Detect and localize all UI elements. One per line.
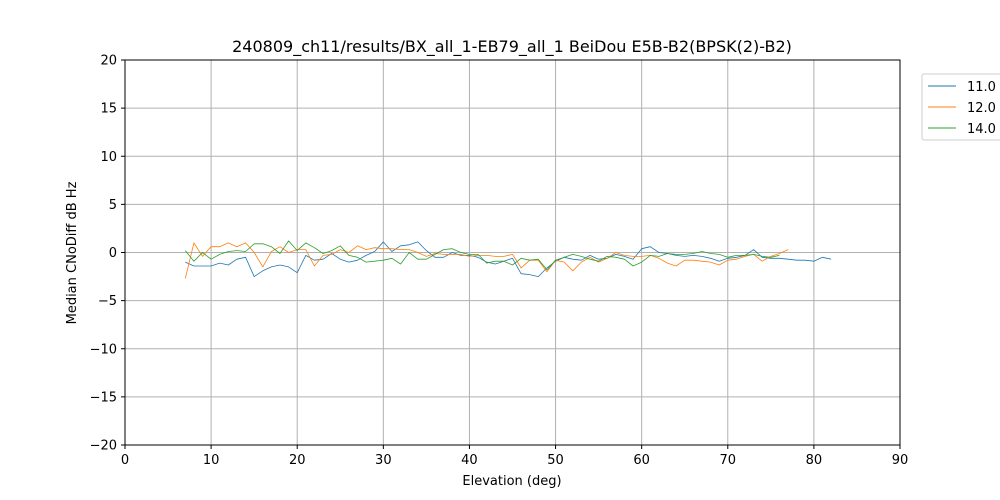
series-line-14.0	[184, 240, 780, 271]
x-tick-label: 20	[289, 453, 306, 468]
legend-label: 12.0	[967, 101, 996, 116]
x-tick-label: 70	[720, 453, 737, 468]
y-tick-label: 15	[100, 102, 117, 117]
x-axis-label: Elevation (deg)	[462, 474, 561, 489]
series-lines	[184, 240, 832, 279]
y-tick-label: 20	[100, 54, 117, 69]
y-tick-label: 5	[109, 198, 117, 213]
series-line-11.0	[185, 241, 832, 278]
x-tick-label: 90	[892, 453, 909, 468]
axis-ticks: 0 10 20 30 40 50 60 70 80 90 −20 −15 −10 −5 0 5 10 15 20	[90, 54, 909, 469]
x-tick-label: 50	[547, 453, 564, 468]
y-tick-label: −10	[90, 342, 117, 357]
x-tick-label: 40	[461, 453, 478, 468]
y-tick-label: 0	[109, 246, 117, 261]
series-line-12.0	[184, 242, 789, 279]
chart-title: 240809_ch11/results/BX_all_1-EB79_all_1 …	[232, 37, 792, 57]
x-tick-label: 30	[375, 453, 392, 468]
y-tick-label: −5	[98, 294, 117, 309]
x-tick-label: 0	[121, 453, 129, 468]
y-tick-label: 10	[100, 150, 117, 165]
x-tick-label: 80	[806, 453, 823, 468]
legend-frame	[921, 73, 1000, 141]
legend: 11.0 12.0 14.0	[921, 73, 1000, 141]
y-axis-label: Median CNoDiff dB Hz	[65, 181, 80, 324]
y-tick-label: −15	[90, 390, 117, 405]
x-tick-label: 10	[203, 453, 220, 468]
legend-label: 11.0	[967, 80, 996, 95]
y-tick-label: −20	[90, 439, 117, 454]
x-tick-label: 60	[633, 453, 650, 468]
legend-label: 14.0	[967, 122, 996, 137]
